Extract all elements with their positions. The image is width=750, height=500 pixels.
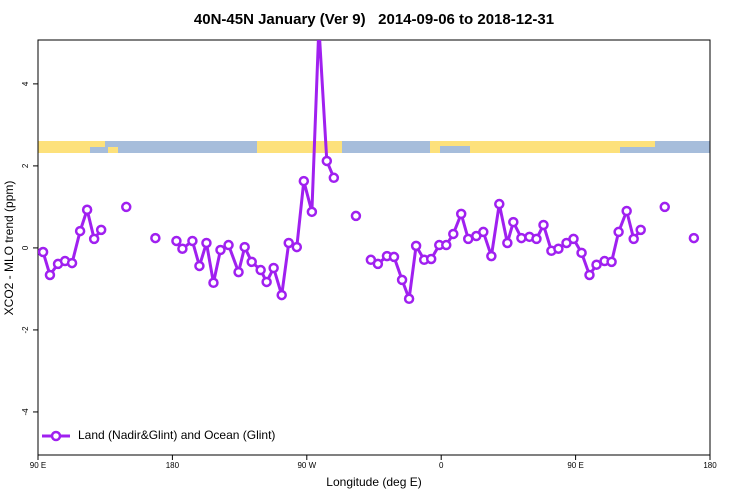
data-point	[261, 276, 272, 288]
data-point	[328, 172, 340, 184]
data-point	[38, 246, 49, 258]
y-axis-label: XCO2 - MLO trend (ppm)	[2, 181, 16, 316]
data-point	[88, 233, 100, 245]
y-tick-label: -4	[21, 408, 30, 416]
data-point	[462, 233, 474, 245]
surface-band	[38, 141, 710, 153]
plot-area	[38, 22, 700, 305]
y-tick-label: 2	[21, 163, 30, 168]
data-point	[628, 233, 639, 245]
x-tick-label: 0	[439, 461, 444, 470]
data-point	[494, 198, 505, 210]
data-point	[187, 235, 198, 247]
data-point	[121, 201, 132, 213]
data-point	[215, 244, 226, 256]
legend-label: Land (Nadir&Glint) and Ocean (Glint)	[78, 428, 275, 442]
data-point	[403, 293, 415, 305]
x-tick-label: 180	[703, 461, 717, 470]
data-point	[516, 232, 527, 244]
data-point	[350, 210, 362, 222]
legend-marker	[50, 430, 62, 442]
data-point	[576, 247, 587, 259]
data-point	[255, 264, 266, 276]
data-point	[95, 224, 107, 236]
data-point	[201, 237, 212, 249]
data-point	[591, 259, 602, 270]
data-point	[621, 205, 632, 217]
y-tick-label: -2	[21, 326, 30, 334]
y-tick-label: 4	[21, 81, 30, 86]
data-point	[659, 201, 671, 213]
data-point	[425, 253, 437, 265]
data-point	[448, 228, 459, 240]
data-point	[388, 251, 400, 263]
data-point	[171, 235, 182, 247]
x-tick-label: 90 E	[567, 461, 583, 470]
y-tick-label: 0	[21, 245, 30, 250]
data-point	[538, 219, 549, 231]
x-tick-label: 180	[166, 461, 180, 470]
data-point	[410, 240, 422, 252]
chart-title: 40N-45N January (Ver 9) 2014-09-06 to 20…	[194, 11, 554, 28]
data-point	[396, 274, 408, 286]
data-point	[441, 239, 452, 251]
x-tick-label: 90 W	[297, 461, 316, 470]
data-point	[606, 256, 617, 268]
data-point	[233, 266, 244, 278]
data-point	[74, 225, 86, 237]
data-point	[478, 226, 489, 238]
data-point	[268, 262, 279, 274]
x-tick-label: 90 E	[30, 461, 46, 470]
data-point	[66, 257, 78, 269]
data-point	[283, 237, 294, 249]
data-point	[372, 258, 384, 270]
data-point	[150, 232, 161, 244]
data-point	[502, 237, 513, 249]
data-point	[298, 175, 310, 187]
data-point	[291, 241, 303, 253]
data-point	[194, 260, 205, 272]
data-point	[455, 208, 467, 220]
data-point	[81, 204, 93, 216]
data-point	[486, 250, 497, 262]
data-point	[239, 241, 250, 253]
data-point	[44, 269, 56, 281]
data-point	[508, 216, 519, 228]
data-point	[568, 233, 579, 245]
data-point	[553, 243, 564, 254]
x-axis-label: Longitude (deg E)	[326, 475, 421, 489]
data-point	[246, 256, 257, 268]
data-point	[276, 289, 287, 301]
data-point	[613, 226, 624, 238]
data-point	[223, 239, 234, 251]
plot-frame	[37, 39, 711, 456]
data-point	[208, 277, 219, 289]
data-point	[306, 206, 318, 218]
data-point	[321, 155, 333, 167]
data-point	[584, 269, 595, 281]
data-point	[688, 232, 700, 244]
data-point	[635, 224, 646, 236]
data-point	[177, 243, 188, 254]
data-point	[531, 233, 542, 245]
